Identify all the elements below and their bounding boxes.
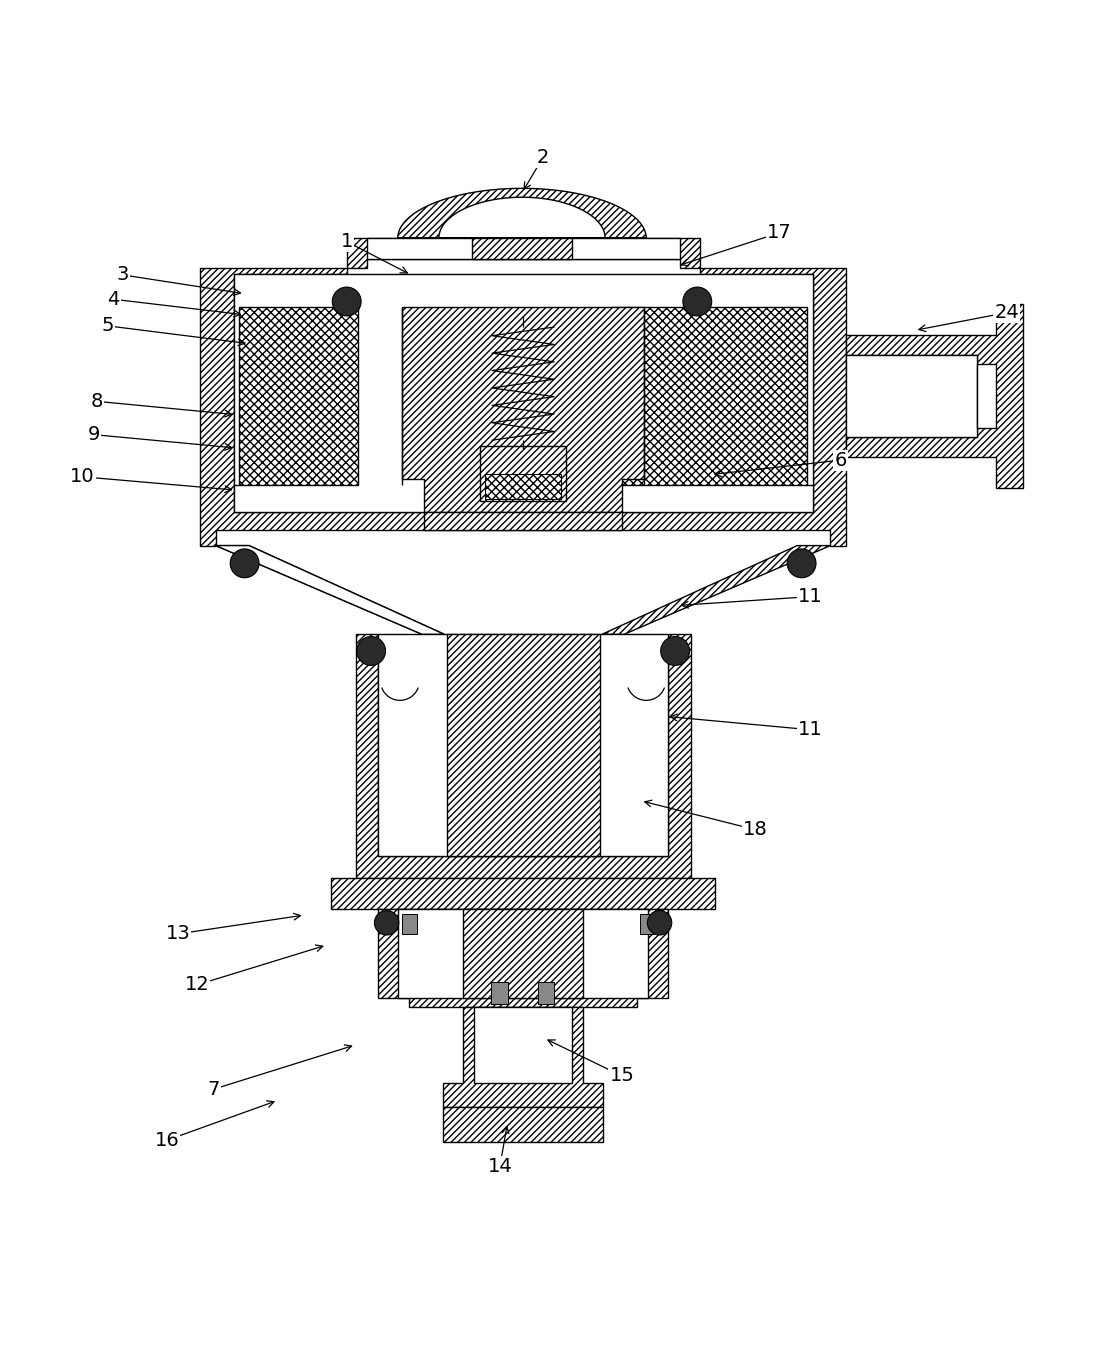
- Bar: [485, 474, 561, 499]
- Bar: [239, 307, 358, 484]
- Text: 12: 12: [185, 976, 210, 994]
- Text: 10: 10: [70, 467, 95, 486]
- Circle shape: [661, 636, 689, 666]
- Polygon shape: [216, 545, 445, 635]
- Bar: [479, 445, 566, 501]
- Bar: [367, 238, 679, 260]
- Text: 13: 13: [166, 924, 191, 943]
- Circle shape: [230, 549, 259, 578]
- Bar: [446, 635, 600, 856]
- Bar: [537, 981, 554, 1004]
- Bar: [444, 1107, 603, 1142]
- Text: 11: 11: [798, 587, 823, 606]
- Text: 16: 16: [155, 1131, 180, 1150]
- Bar: [378, 635, 669, 856]
- Bar: [640, 913, 655, 934]
- Text: 24: 24: [995, 303, 1019, 322]
- Text: 14: 14: [487, 1157, 512, 1176]
- Bar: [331, 878, 715, 909]
- Text: 17: 17: [767, 223, 792, 242]
- Polygon shape: [356, 635, 690, 878]
- Bar: [491, 981, 507, 1004]
- Text: 2: 2: [537, 147, 550, 166]
- Bar: [403, 913, 417, 934]
- Circle shape: [787, 549, 816, 578]
- Circle shape: [648, 911, 671, 935]
- Circle shape: [357, 636, 386, 666]
- Bar: [398, 909, 649, 999]
- Circle shape: [375, 911, 399, 935]
- Bar: [611, 307, 807, 484]
- Polygon shape: [201, 268, 846, 545]
- Polygon shape: [846, 303, 1024, 488]
- Bar: [463, 909, 583, 999]
- Text: 18: 18: [743, 820, 767, 839]
- Bar: [474, 1007, 572, 1082]
- Polygon shape: [444, 1007, 603, 1107]
- Bar: [846, 354, 977, 437]
- Polygon shape: [216, 545, 445, 635]
- Circle shape: [332, 287, 361, 317]
- Polygon shape: [439, 198, 605, 238]
- Polygon shape: [403, 307, 644, 513]
- Polygon shape: [378, 909, 669, 1007]
- Text: 8: 8: [91, 392, 104, 411]
- Polygon shape: [472, 238, 572, 260]
- Text: 4: 4: [107, 290, 120, 308]
- Text: 9: 9: [88, 425, 100, 444]
- Polygon shape: [398, 188, 647, 238]
- Bar: [977, 364, 996, 428]
- Text: 11: 11: [798, 720, 823, 739]
- Polygon shape: [425, 513, 622, 530]
- Polygon shape: [347, 238, 699, 268]
- Text: 7: 7: [207, 1080, 220, 1099]
- Polygon shape: [602, 545, 831, 635]
- Text: 3: 3: [116, 265, 129, 284]
- Text: 15: 15: [610, 1066, 634, 1085]
- Text: 1: 1: [340, 233, 352, 252]
- Circle shape: [682, 287, 711, 317]
- Bar: [233, 273, 813, 513]
- Text: 5: 5: [101, 317, 115, 336]
- Text: 6: 6: [834, 451, 846, 469]
